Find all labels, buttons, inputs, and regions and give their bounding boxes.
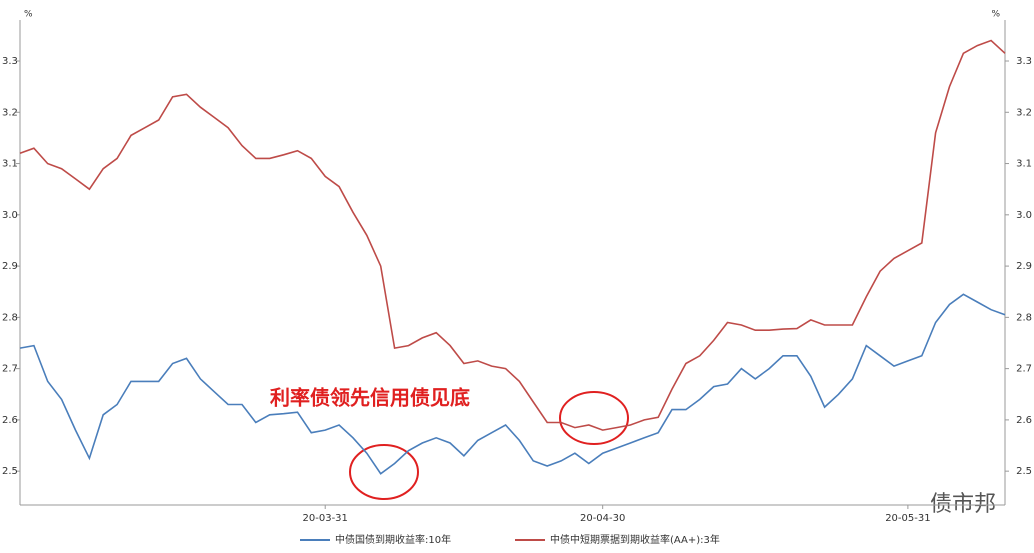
legend-label: 中债中短期票据到期收益率(AA+):3年 (550, 533, 720, 546)
series-line (19, 293, 1006, 475)
y-tick-label: 3.1 (2, 159, 18, 170)
y-tick-label: 3.2 (2, 107, 18, 118)
x-tick-label: 20-03-31 (303, 513, 348, 524)
annotation: 利率债领先信用债见底 (270, 386, 470, 410)
y-tick-label: 2.8 (2, 312, 18, 323)
legend-label: 中债国债到期收益率:10年 (335, 533, 451, 546)
y-tick-label: 3.0 (2, 210, 18, 221)
highlight-circle (559, 391, 629, 445)
y2-tick-label: 3.0 (1016, 210, 1032, 221)
y-tick-label: 3.3 (2, 56, 18, 67)
x-tick-label: 20-05-31 (885, 513, 930, 524)
y2-tick-label: 2.9 (1016, 261, 1032, 272)
y2-unit: % (991, 10, 1000, 20)
y-tick-label: 2.9 (2, 261, 18, 272)
series-line (19, 39, 1006, 431)
x-tick-label: 20-04-30 (580, 513, 625, 524)
y2-tick-label: 3.2 (1016, 107, 1032, 118)
y2-tick-label: 3.3 (1016, 56, 1032, 67)
y2-tick-label: 2.7 (1016, 364, 1032, 375)
y2-tick-label: 2.8 (1016, 312, 1032, 323)
y-tick-label: 2.7 (2, 364, 18, 375)
y-tick-label: 2.6 (2, 415, 18, 426)
y-tick-label: 2.5 (2, 466, 18, 477)
highlight-circle (349, 444, 419, 500)
y2-tick-label: 2.5 (1016, 466, 1032, 477)
y-unit: % (24, 10, 33, 20)
y2-tick-label: 2.6 (1016, 415, 1032, 426)
y2-tick-label: 3.1 (1016, 159, 1032, 170)
